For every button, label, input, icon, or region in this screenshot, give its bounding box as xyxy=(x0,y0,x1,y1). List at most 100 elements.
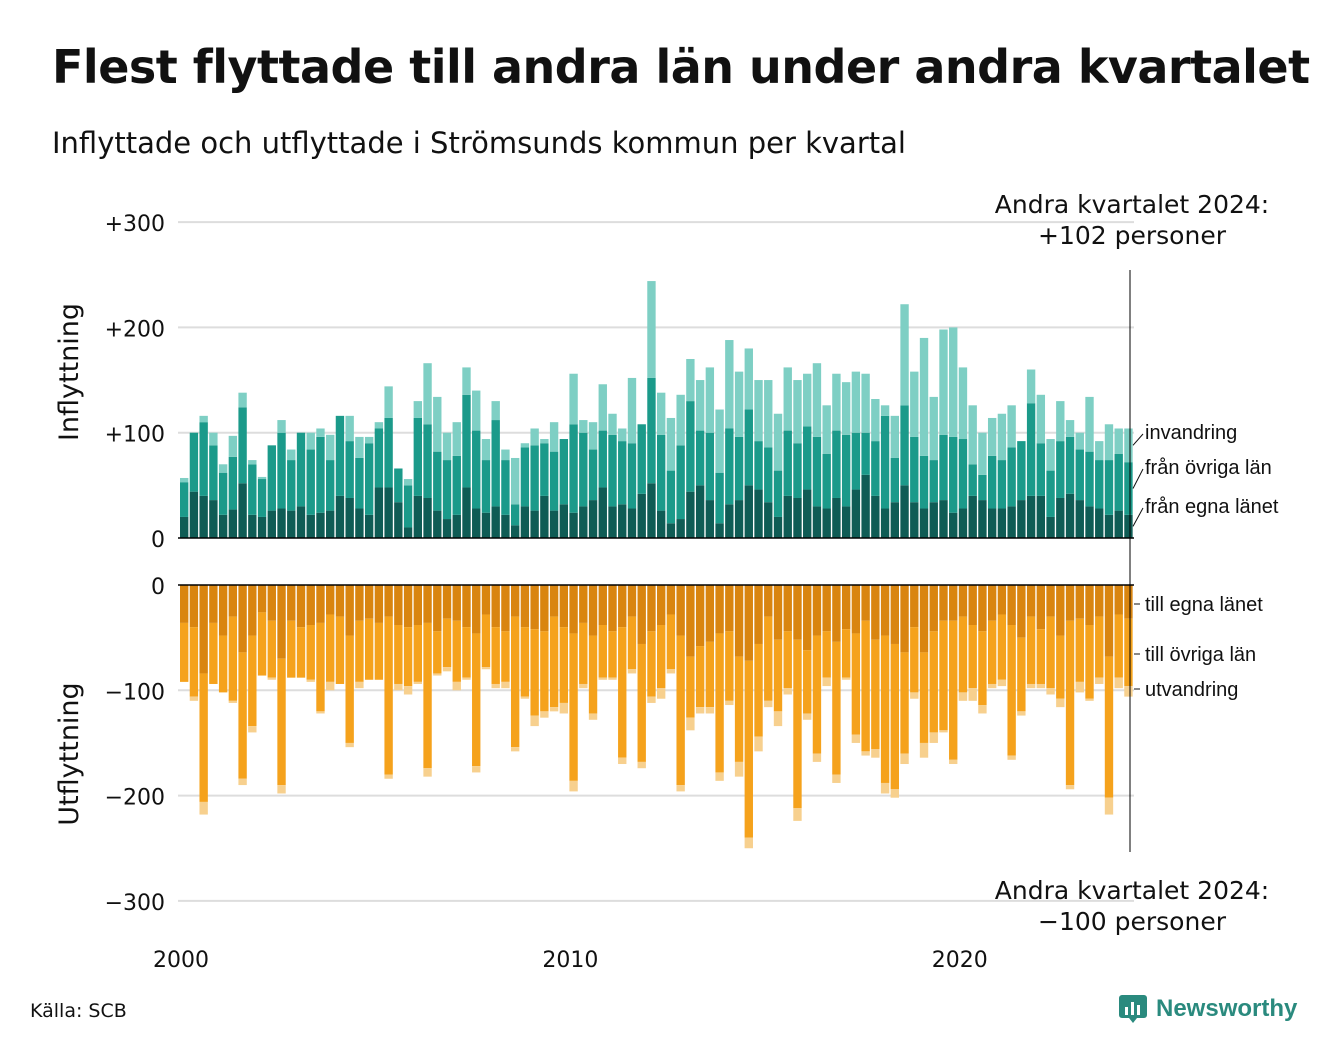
y-axis-title-outflow: Utflyttning xyxy=(54,682,85,825)
bar-outflow-segment xyxy=(871,585,880,640)
bar-outflow-segment xyxy=(394,683,403,691)
bar-inflow-segment xyxy=(1085,451,1094,507)
bar-outflow-segment xyxy=(987,620,997,684)
bar-outflow-segment xyxy=(199,673,208,802)
bottom-annotation-line2: −100 personer xyxy=(1038,907,1227,936)
bar-inflow-segment xyxy=(510,525,520,538)
bar-inflow-segment xyxy=(695,485,705,538)
bar-outflow-segment xyxy=(491,683,500,689)
bar-inflow-segment xyxy=(1075,500,1084,538)
bar-inflow-segment xyxy=(540,439,549,444)
bar-outflow-segment xyxy=(180,622,189,682)
bar-outflow-segment xyxy=(841,585,851,630)
bar-outflow-segment xyxy=(1095,585,1104,617)
bar-outflow-segment xyxy=(403,627,413,687)
bar-inflow-segment xyxy=(180,516,189,538)
bar-inflow-segment xyxy=(472,430,481,509)
y-tick-label-top: +100 xyxy=(105,423,165,448)
bar-inflow-segment xyxy=(394,468,403,503)
bar-inflow-segment xyxy=(608,413,617,435)
bar-outflow-segment xyxy=(326,614,335,682)
bar-inflow-segment xyxy=(715,472,724,524)
logo-text: Newsworthy xyxy=(1156,995,1298,1022)
bar-inflow-segment xyxy=(968,495,977,538)
bar-outflow-segment xyxy=(666,585,676,615)
bar-outflow-segment xyxy=(345,585,354,636)
bar-outflow-segment xyxy=(637,643,646,762)
bar-inflow-segment xyxy=(968,464,977,496)
bar-outflow-segment xyxy=(734,761,744,777)
bar-inflow-segment xyxy=(871,399,880,442)
bar-inflow-segment xyxy=(481,439,491,461)
bar-inflow-segment xyxy=(257,479,267,517)
bar-inflow-segment xyxy=(744,348,753,410)
bar-inflow-segment xyxy=(588,449,598,501)
bar-outflow-segment xyxy=(929,732,938,743)
bar-outflow-segment xyxy=(764,700,773,708)
bar-outflow-segment xyxy=(1026,585,1036,617)
bar-inflow-segment xyxy=(793,443,802,498)
bar-inflow-segment xyxy=(754,380,763,442)
bar-outflow-segment xyxy=(189,585,199,628)
bar-inflow-segment xyxy=(520,443,530,448)
bar-inflow-segment xyxy=(1114,428,1123,454)
bar-inflow-segment xyxy=(987,455,997,509)
bar-inflow-segment xyxy=(715,523,724,538)
bar-inflow-segment xyxy=(783,495,792,538)
bar-inflow-segment xyxy=(257,476,267,480)
bar-inflow-segment xyxy=(929,460,938,503)
bar-inflow-segment xyxy=(559,439,569,505)
series-label-outflow: till egna länet xyxy=(1145,594,1263,616)
bar-outflow-segment xyxy=(267,677,276,680)
bar-inflow-segment xyxy=(890,457,899,503)
bar-inflow-segment xyxy=(900,485,909,538)
bar-outflow-segment xyxy=(598,677,607,680)
bar-inflow-segment xyxy=(374,428,384,488)
bar-outflow-segment xyxy=(1007,625,1016,756)
bar-inflow-segment xyxy=(657,434,666,511)
series-label-leader xyxy=(1132,468,1144,489)
bar-inflow-segment xyxy=(929,502,938,538)
bar-inflow-segment xyxy=(228,456,238,510)
bar-outflow-segment xyxy=(257,585,267,613)
x-tick-label: 2000 xyxy=(153,948,209,973)
y-tick-label-bottom: −100 xyxy=(105,680,165,705)
bar-outflow-segment xyxy=(481,614,491,668)
bar-inflow-segment xyxy=(793,497,802,538)
bar-outflow-segment xyxy=(841,629,851,678)
bar-outflow-segment xyxy=(695,646,705,708)
bar-outflow-segment xyxy=(1036,629,1046,684)
bar-inflow-segment xyxy=(462,394,471,488)
bar-outflow-segment xyxy=(394,585,403,626)
bar-outflow-segment xyxy=(1007,755,1016,760)
bar-inflow-segment xyxy=(472,390,481,431)
bar-inflow-segment xyxy=(501,449,510,461)
bar-inflow-segment xyxy=(569,373,578,425)
bar-inflow-segment xyxy=(1046,439,1055,471)
bar-inflow-segment xyxy=(861,474,870,538)
y-tick-label-bottom: −300 xyxy=(105,891,165,916)
bar-outflow-segment xyxy=(1114,614,1123,678)
bar-inflow-segment xyxy=(559,504,569,538)
bar-outflow-segment xyxy=(822,677,831,687)
bar-outflow-segment xyxy=(248,585,257,636)
bar-inflow-segment xyxy=(861,373,870,433)
bar-outflow-segment xyxy=(1007,585,1016,626)
bar-outflow-segment xyxy=(520,696,530,699)
bar-outflow-segment xyxy=(316,585,325,623)
bar-outflow-segment xyxy=(462,677,471,680)
bar-inflow-segment xyxy=(180,477,189,483)
bar-inflow-segment xyxy=(695,430,705,486)
bar-outflow-segment xyxy=(569,585,578,634)
bottom-annotation-line1: Andra kvartalet 2024: xyxy=(995,876,1269,905)
bar-inflow-segment xyxy=(686,491,695,538)
bar-inflow-segment xyxy=(715,409,724,473)
bar-outflow-segment xyxy=(472,633,481,767)
series-label-inflow: invandring xyxy=(1145,422,1237,444)
bar-outflow-segment xyxy=(1114,677,1123,689)
bar-inflow-segment xyxy=(890,502,899,538)
bar-outflow-segment xyxy=(423,768,432,777)
bar-outflow-segment xyxy=(803,650,812,714)
bar-inflow-segment xyxy=(647,377,656,484)
bar-inflow-segment xyxy=(326,510,335,538)
